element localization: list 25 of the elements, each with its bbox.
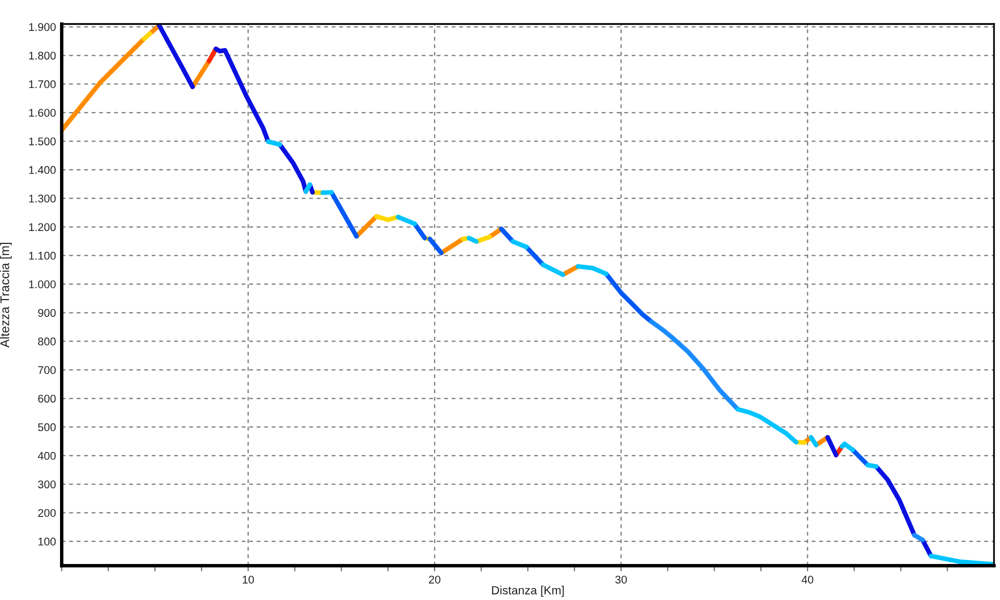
y-tick-label: 700 bbox=[38, 366, 56, 374]
y-tick-label: 1.800 bbox=[29, 52, 56, 60]
y-tick-label: 1.000 bbox=[29, 280, 56, 288]
y-tick-label: 300 bbox=[38, 480, 56, 488]
y-tick-label: 1.300 bbox=[29, 194, 56, 202]
x-axis-title: Distanza [Km] bbox=[492, 586, 564, 597]
y-tick-label: 1.200 bbox=[29, 223, 56, 232]
y-tick-label: 900 bbox=[38, 308, 56, 317]
y-tick-label: 1.900 bbox=[29, 23, 56, 31]
x-tick-label: 30 bbox=[615, 576, 627, 584]
y-tick-label: 200 bbox=[38, 509, 56, 517]
x-tick-label: 20 bbox=[429, 576, 440, 584]
x-tick-label: 40 bbox=[802, 576, 814, 584]
y-tick-label: 1.700 bbox=[29, 80, 56, 88]
y-tick-label: 800 bbox=[38, 338, 56, 346]
y-tick-label: 1.600 bbox=[29, 108, 56, 117]
y-tick-label: 500 bbox=[38, 423, 56, 432]
y-tick-label: 400 bbox=[38, 452, 56, 460]
y-tick-label: 1.100 bbox=[29, 252, 56, 260]
y-axis-title: Altezza Traccia [m] bbox=[0, 242, 12, 348]
y-tick-label: 1.400 bbox=[29, 166, 56, 174]
x-tick-label: 10 bbox=[242, 576, 254, 584]
y-tick-label: 100 bbox=[38, 538, 56, 546]
y-tick-label: 600 bbox=[38, 394, 56, 403]
y-tick-label: 1.500 bbox=[29, 137, 56, 146]
